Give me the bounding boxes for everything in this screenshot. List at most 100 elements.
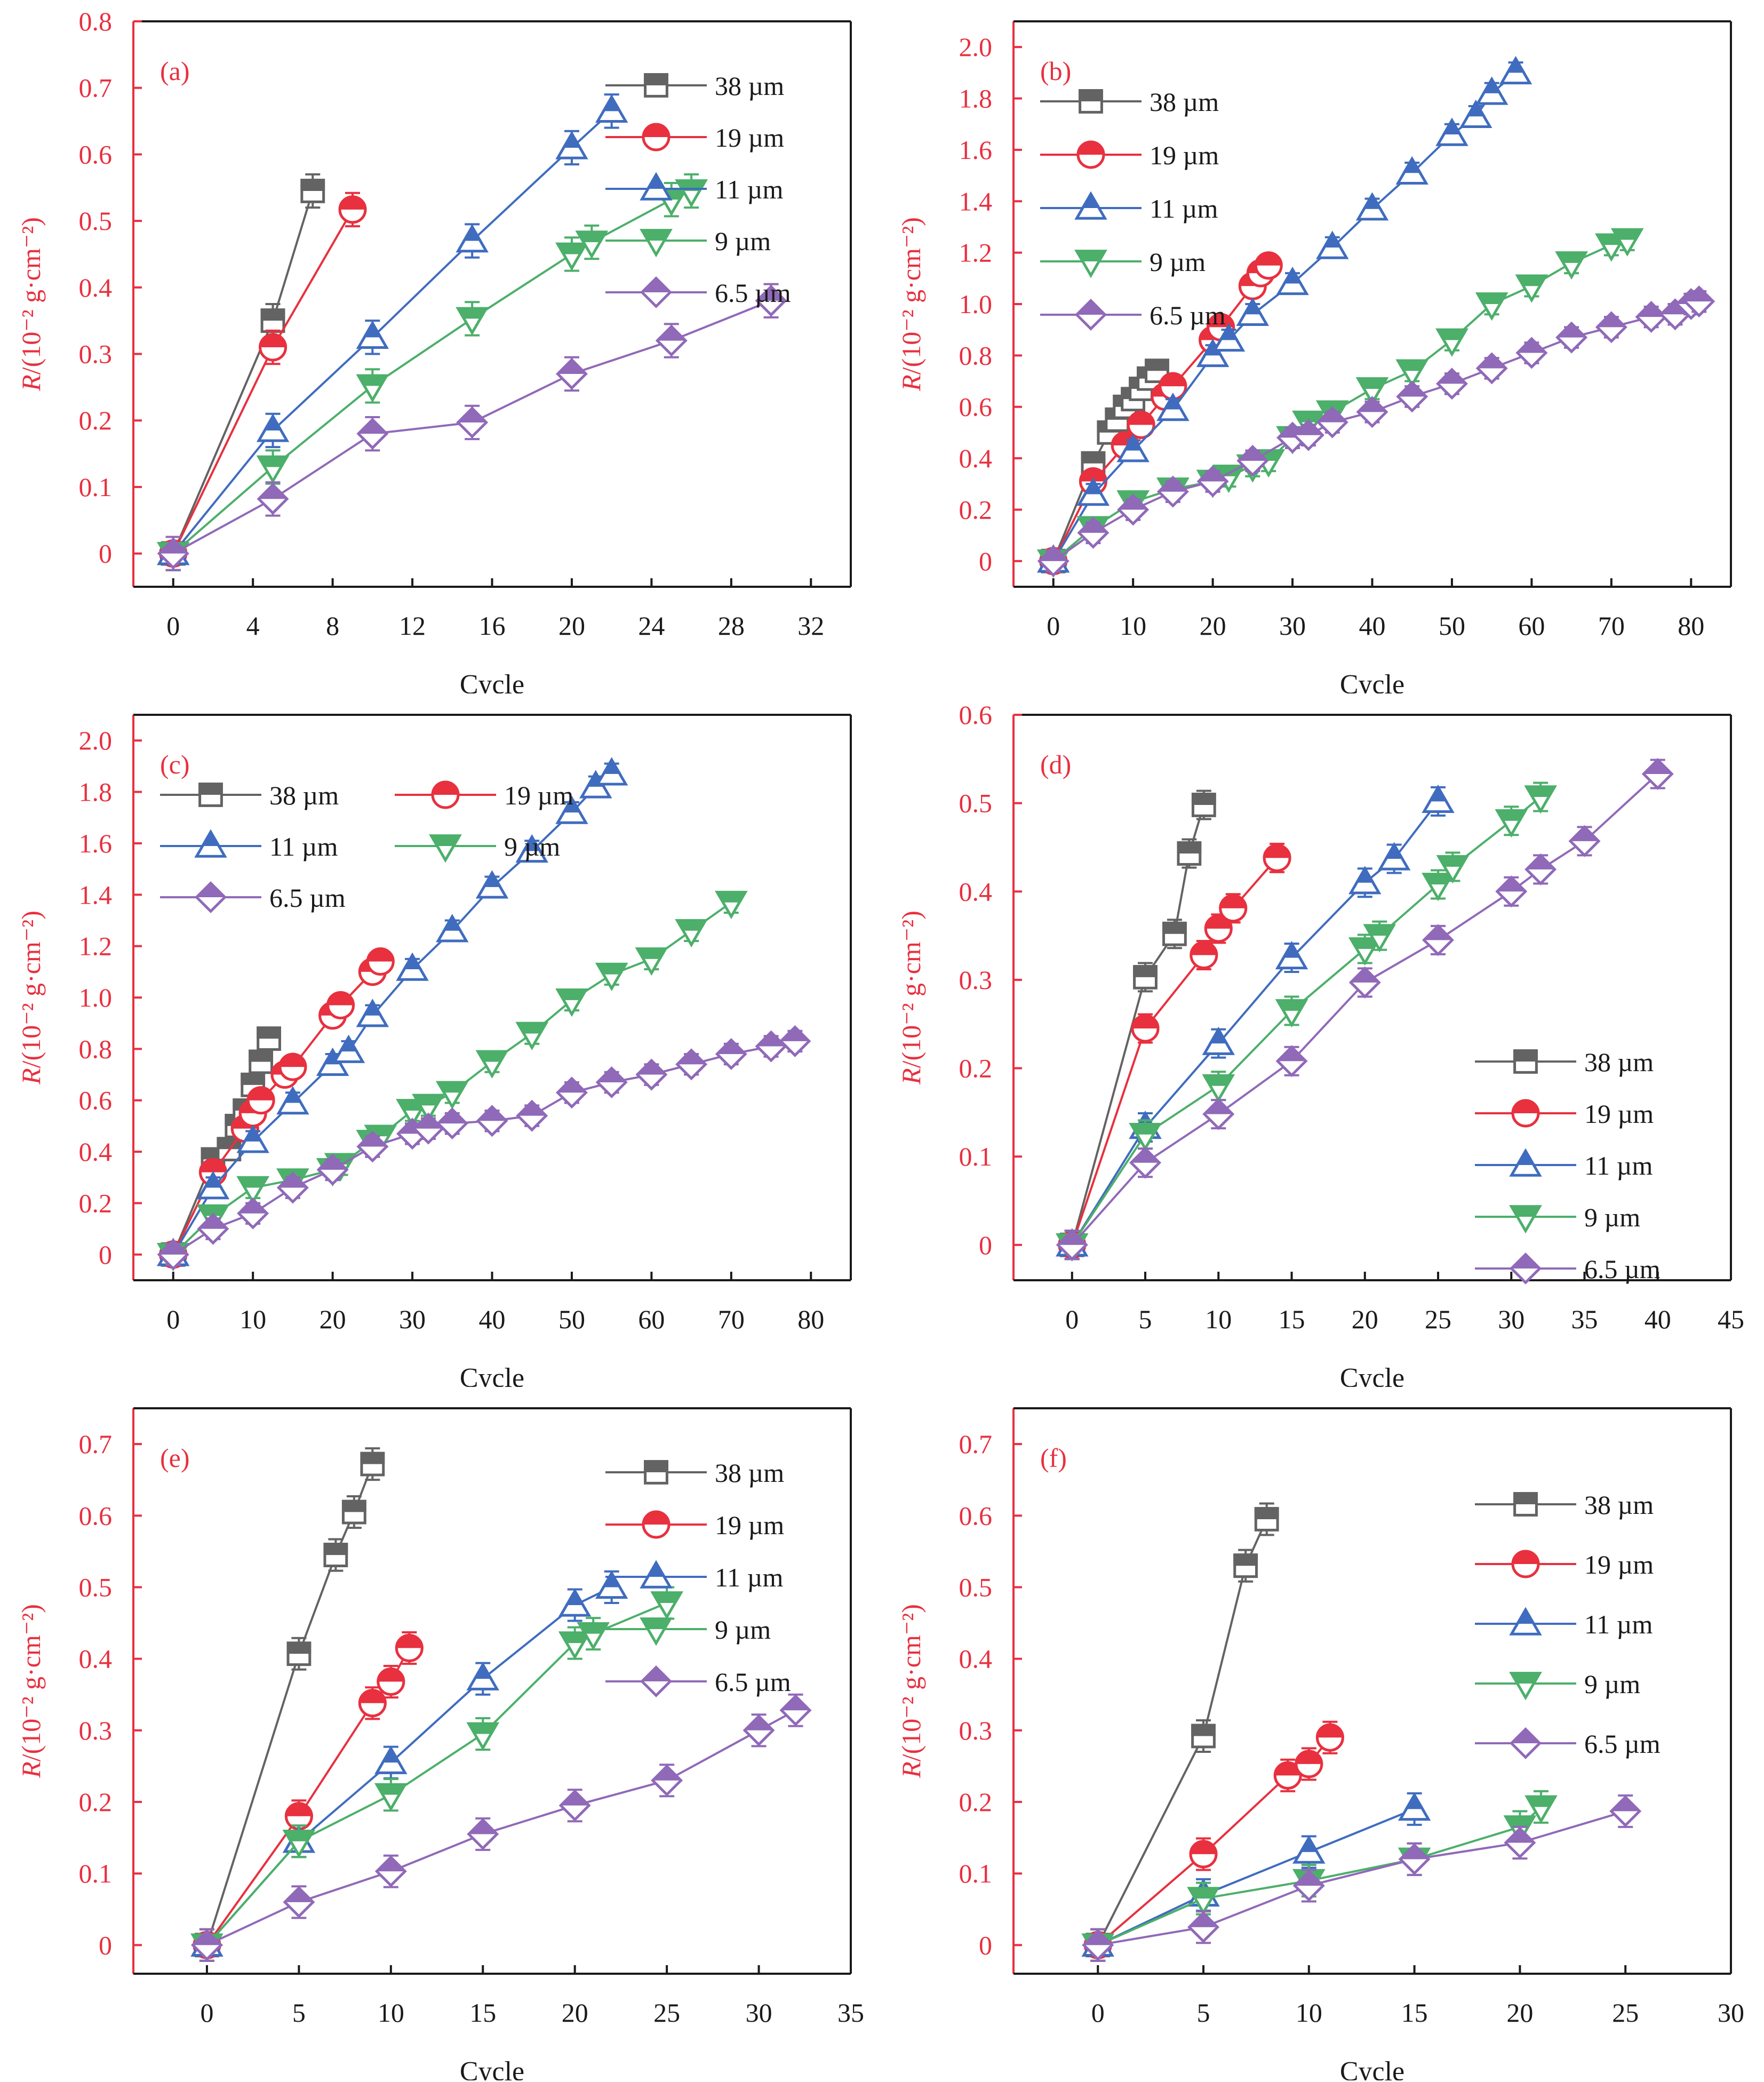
marker-fill-top (456, 307, 489, 319)
y-tick-label: 1.0 (79, 983, 113, 1012)
legend-label: 6.5 µm (715, 278, 791, 308)
marker-fill-top (1435, 328, 1468, 340)
data-point (515, 1022, 548, 1050)
data-point (1076, 477, 1110, 506)
marker-fill-top (402, 952, 422, 969)
legend-marker (642, 123, 671, 151)
marker-fill-top (217, 1137, 242, 1150)
x-axis-label: Cycle (1340, 669, 1404, 693)
y-tick-label: 0.8 (959, 340, 993, 370)
y-axis-label: R/(10⁻² g·cm⁻²) (16, 1604, 46, 1778)
legend-marker (1509, 1672, 1542, 1701)
legend-item: 9 µm (395, 832, 560, 863)
legend-item: 19 µm (605, 1510, 784, 1540)
x-tick-label: 16 (479, 611, 506, 641)
data-point (1196, 338, 1230, 368)
data-point (300, 179, 325, 203)
legend: 38 µm 19 µm 11 µm 9 µm 6.5 µm (605, 71, 791, 308)
marker-fill-top (1079, 89, 1103, 101)
data-point (755, 1030, 787, 1063)
data-point (1212, 465, 1246, 493)
x-tick-label: 10 (1296, 1998, 1322, 2028)
marker-fill-top (356, 374, 389, 386)
data-point (1189, 1840, 1218, 1869)
marker-fill-top (1609, 1795, 1642, 1812)
legend-label: 38 µm (269, 780, 339, 810)
marker-fill-top (1263, 843, 1291, 858)
data-point (1436, 855, 1470, 884)
data-point (1191, 1724, 1216, 1749)
series-line (1097, 1519, 1268, 1946)
x-tick-label: 20 (558, 611, 585, 641)
y-axis-label: R/(10⁻² g·cm⁻²) (896, 1604, 926, 1778)
data-point (1435, 328, 1468, 357)
x-tick-label: 30 (1498, 1304, 1524, 1334)
marker-fill-top (363, 320, 382, 338)
marker-fill-top (595, 1066, 628, 1082)
x-tick-label: 5 (1197, 1998, 1210, 2028)
marker-fill-top (466, 1722, 499, 1734)
marker-fill-top (462, 224, 482, 241)
legend-marker (1076, 140, 1105, 169)
y-tick-label: 0.3 (959, 1716, 993, 1745)
data-point (283, 1886, 315, 1918)
data-point (412, 1094, 445, 1122)
x-tick-label: 50 (558, 1304, 585, 1334)
x-tick-label: 20 (1506, 1998, 1533, 2028)
legend-label: 19 µm (715, 123, 784, 153)
marker-fill-top (1555, 321, 1588, 338)
marker-fill-top (1129, 1146, 1161, 1163)
series-38mum (1085, 1502, 1279, 1962)
series-9mum (156, 173, 708, 571)
legend-item: 6.5 µm (1475, 1727, 1661, 1759)
data-point (257, 1026, 281, 1051)
data-point (366, 947, 395, 976)
y-tick-label: 0.2 (959, 1054, 993, 1083)
data-point (556, 1076, 588, 1109)
data-point (236, 1176, 269, 1204)
y-tick-label: 0.2 (79, 405, 113, 435)
marker-fill-top (1292, 1870, 1325, 1886)
legend-label: 19 µm (504, 780, 573, 810)
data-point (1348, 866, 1382, 895)
data-point (1316, 230, 1349, 259)
x-tick-label: 80 (797, 1304, 824, 1334)
series-9mum (190, 1586, 683, 1962)
marker-fill-top (1436, 368, 1468, 384)
series-6.5mum (1056, 758, 1674, 1261)
legend-item: 19 µm (1475, 1550, 1654, 1580)
marker-fill-top (1510, 1727, 1542, 1743)
data-point (558, 1631, 592, 1660)
data-point (1156, 475, 1189, 508)
data-point (1177, 841, 1202, 866)
marker-fill-top (300, 179, 325, 191)
data-point (356, 374, 389, 403)
marker-fill-top (366, 947, 395, 962)
x-tick-label: 32 (797, 611, 824, 641)
y-tick-label: 0 (979, 546, 992, 576)
x-tick-label: 0 (200, 1998, 213, 2028)
marker-fill-top (1509, 1672, 1542, 1684)
legend-item: 9 µm (605, 226, 771, 258)
y-axis-label: R/(10⁻² g·cm⁻²) (896, 217, 926, 392)
marker-fill-top (650, 1591, 683, 1603)
data-point (1275, 1045, 1308, 1078)
series-19mum (159, 947, 395, 1269)
marker-fill-top (1292, 419, 1324, 435)
marker-fill-top (555, 242, 588, 254)
marker-fill-top (316, 1153, 349, 1170)
data-point (356, 1130, 389, 1163)
data-point (1436, 368, 1468, 400)
x-tick-label: 20 (1200, 611, 1226, 641)
data-point (338, 195, 367, 224)
x-tick-label: 70 (718, 1304, 745, 1334)
marker-fill-top (1131, 1014, 1160, 1028)
x-tick-label: 40 (479, 1304, 506, 1334)
data-point (332, 1034, 365, 1063)
y-tick-label: 0.5 (959, 1572, 993, 1602)
data-point (260, 308, 285, 333)
data-point (1398, 1843, 1431, 1876)
marker-fill-top (157, 1238, 189, 1255)
x-tick-label: 0 (166, 1304, 180, 1334)
y-axis-label-unit: /(10⁻² g·cm⁻²) (896, 217, 926, 374)
